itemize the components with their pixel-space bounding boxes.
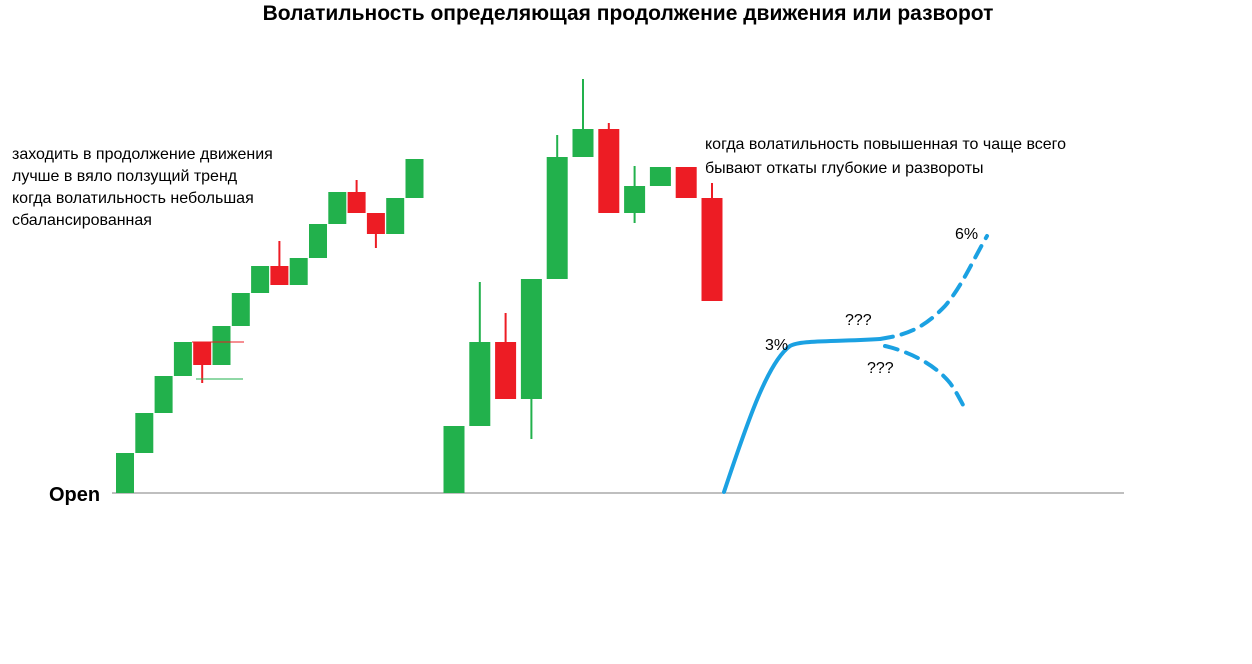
high-vol-candle-5 — [546, 135, 568, 279]
right-annotation: когда волатильность повышенная то чаще в… — [705, 136, 1066, 177]
low-vol-candle-2 — [135, 413, 154, 453]
low-vol-candle-7-body — [231, 293, 250, 326]
projection-lower-branch — [883, 344, 968, 412]
high-vol-candle-4 — [520, 279, 542, 439]
projection-labels: 3% 6% ??? ??? — [765, 226, 978, 377]
left-annotation-line-3: когда волатильность небольшая — [12, 190, 254, 207]
high-vol-candle-5-body — [546, 157, 568, 279]
lower-unknown-label: ??? — [867, 360, 894, 377]
low-vol-candle-15-body — [386, 198, 405, 234]
low-vol-candle-13 — [347, 180, 366, 213]
low-vol-candle-1 — [116, 453, 134, 493]
high-vol-candle-1-body — [443, 426, 465, 493]
low-vol-candle-1-body — [116, 453, 134, 493]
high-vol-candle-10 — [675, 167, 697, 198]
low-vol-candle-9-body — [270, 266, 289, 285]
first-move-label: 3% — [765, 337, 788, 354]
low-vol-candle-14-body — [366, 213, 385, 234]
high-vol-candle-8 — [624, 166, 646, 223]
upper-target-label: 6% — [955, 226, 978, 243]
low-vol-candle-13-body — [347, 192, 366, 213]
low-vol-candle-4-body — [173, 342, 192, 376]
chart-title: Волатильность определяющая продолжение д… — [263, 2, 994, 25]
low-vol-candle-2-body — [135, 413, 154, 453]
right-annotation-line-2: бывают откаты глубокие и развороты — [705, 160, 984, 177]
low-vol-candle-6 — [212, 326, 231, 365]
high-vol-candle-11 — [701, 183, 723, 301]
high-vol-candle-6-body — [572, 129, 594, 157]
high-vol-candle-3-body — [495, 342, 517, 399]
low-vol-candle-4 — [173, 342, 192, 376]
high-vol-candle-7 — [598, 123, 620, 213]
high-volatility-candles — [443, 79, 723, 493]
baseline-label: Open — [49, 484, 100, 506]
low-vol-candle-9 — [270, 241, 289, 285]
left-annotation-line-4: сбалансированная — [12, 212, 152, 229]
support-resistance-marks — [192, 341, 244, 380]
low-vol-candle-3-body — [154, 376, 173, 413]
low-vol-candle-11-body — [309, 224, 327, 258]
high-vol-candle-9 — [649, 167, 671, 186]
low-vol-candle-10 — [289, 258, 308, 285]
low-vol-candle-3 — [154, 376, 173, 413]
projection-paths — [722, 234, 989, 494]
low-vol-candle-5 — [193, 342, 212, 383]
high-vol-candle-8-body — [624, 186, 646, 213]
low-vol-candle-10-body — [289, 258, 308, 285]
high-vol-candle-4-body — [520, 279, 542, 399]
high-vol-candle-1 — [443, 426, 465, 493]
upper-unknown-label: ??? — [845, 312, 872, 329]
high-vol-candle-2 — [469, 282, 491, 426]
low-vol-candle-16 — [405, 159, 424, 198]
low-vol-candle-16-body — [405, 159, 424, 198]
high-vol-candle-3 — [495, 313, 517, 399]
low-vol-candle-14 — [366, 213, 385, 248]
high-vol-candle-6 — [572, 79, 594, 157]
high-vol-candle-7-body — [598, 129, 620, 213]
high-vol-candle-2-body — [469, 342, 491, 426]
projection-upper-branch — [878, 234, 989, 341]
left-annotation-line-2: лучше в вяло ползущий тренд — [12, 168, 238, 185]
low-vol-candle-11 — [309, 224, 327, 258]
high-vol-candle-10-body — [675, 167, 697, 198]
high-vol-candle-9-body — [649, 167, 671, 186]
low-vol-candle-15 — [386, 198, 405, 234]
right-annotation-line-1: когда волатильность повышенная то чаще в… — [705, 136, 1066, 153]
low-vol-candle-8 — [251, 266, 270, 293]
high-vol-candle-11-body — [701, 198, 723, 301]
low-volatility-candles — [116, 159, 424, 493]
left-annotation-line-1: заходить в продолжение движения — [12, 146, 273, 163]
low-vol-candle-6-body — [212, 326, 231, 365]
left-annotation: заходить в продолжение движения лучше в … — [12, 146, 273, 229]
low-vol-candle-8-body — [251, 266, 270, 293]
low-vol-candle-7 — [231, 293, 250, 326]
projection-impulse-line — [722, 337, 882, 494]
low-vol-candle-5-body — [193, 342, 212, 365]
low-vol-candle-12 — [328, 192, 347, 224]
low-vol-candle-12-body — [328, 192, 347, 224]
